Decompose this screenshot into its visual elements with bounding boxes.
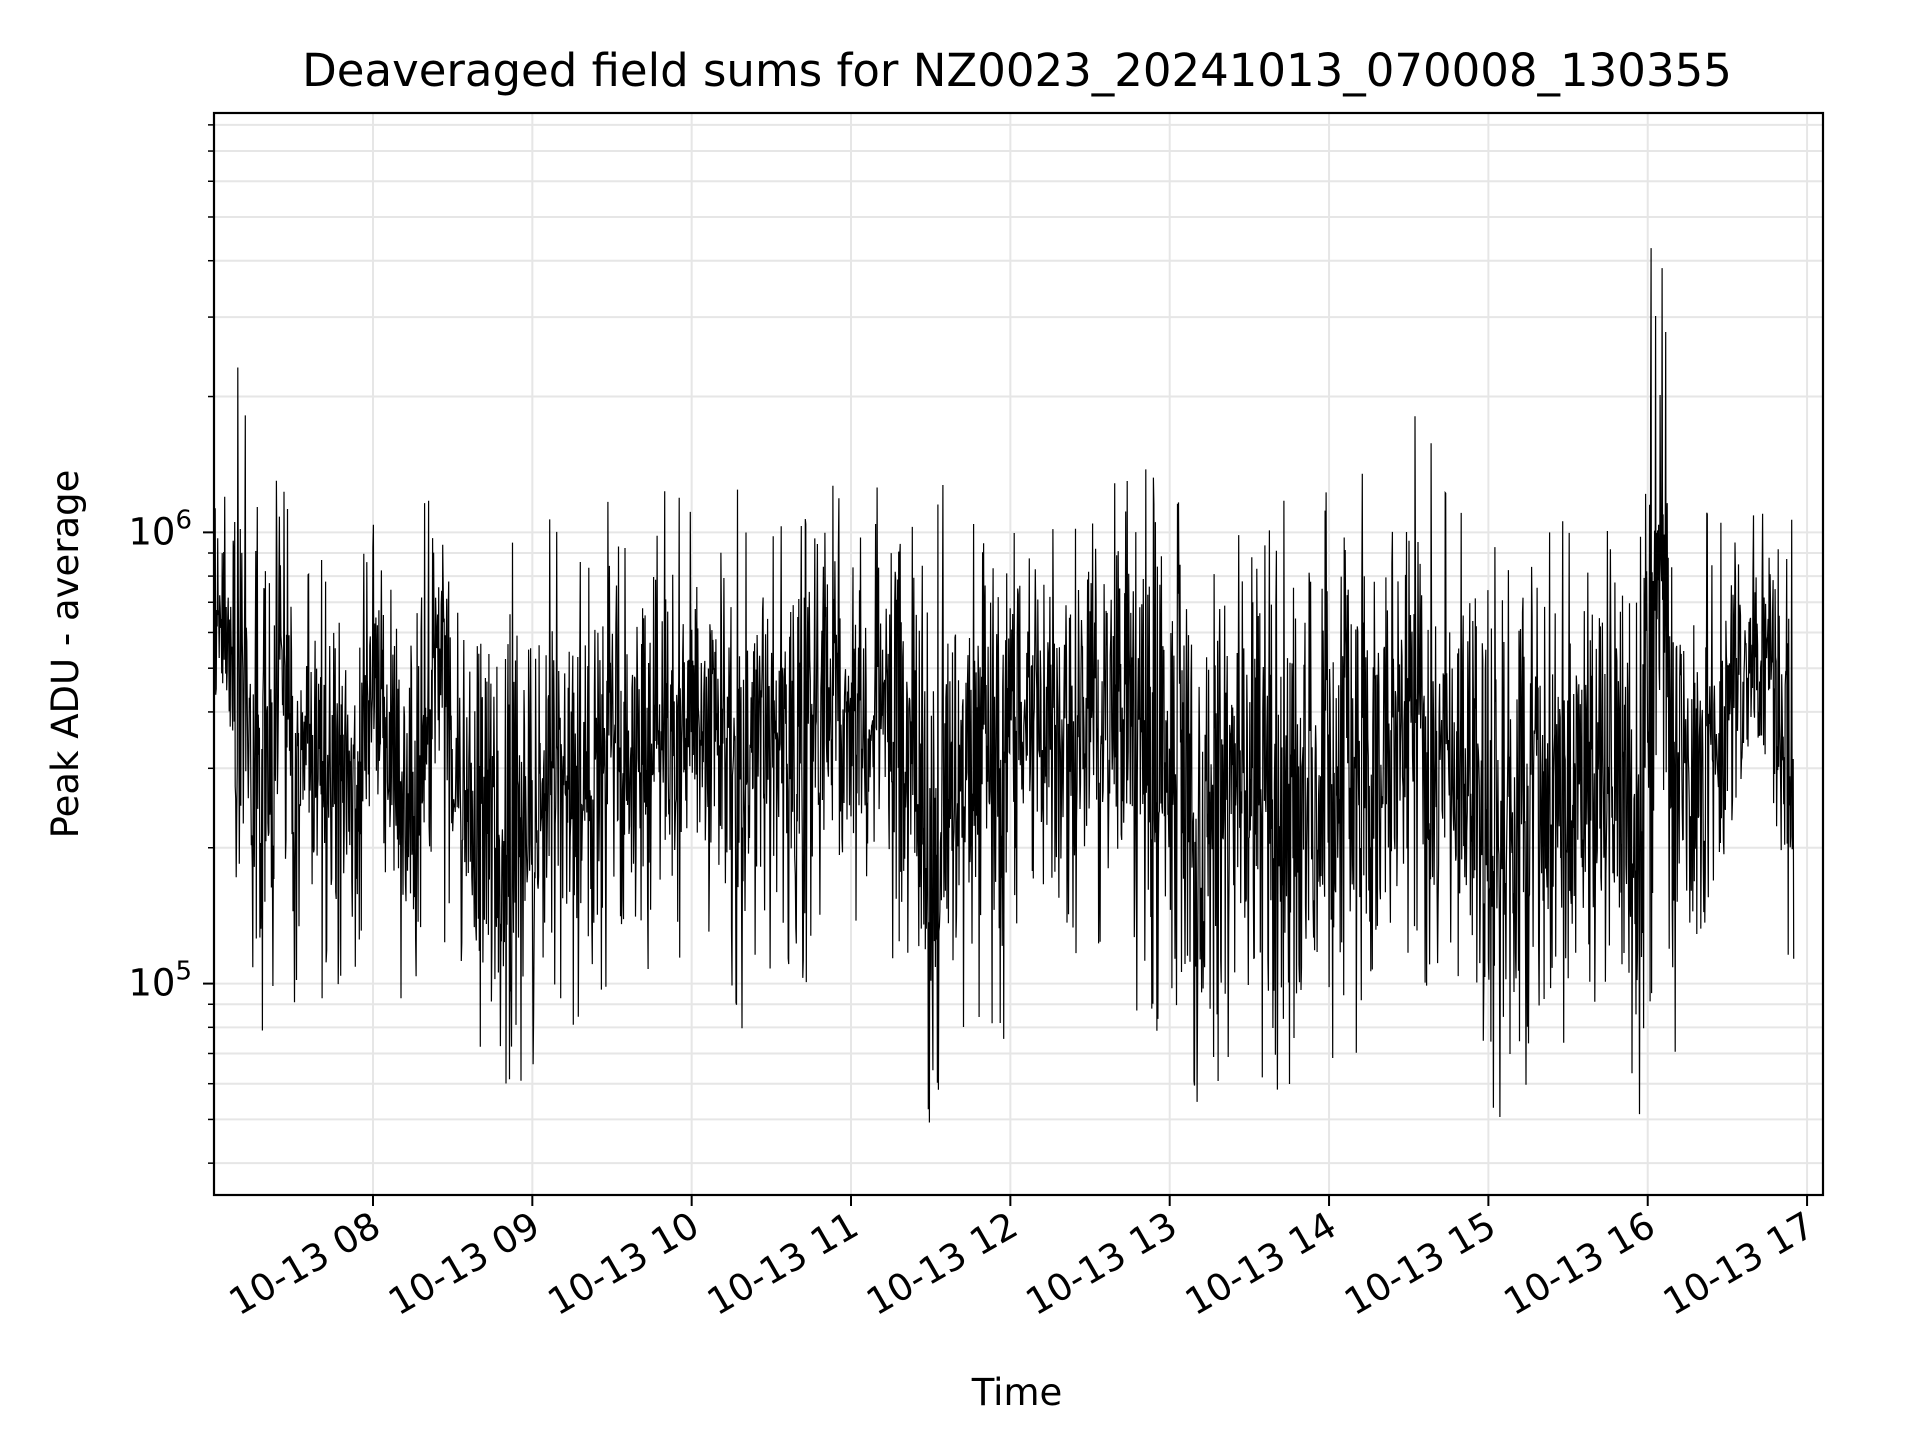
y-axis: 105 106 [128, 124, 214, 1164]
y-axis-label: Peak ADU - average [44, 470, 87, 839]
plot-frame [212, 111, 1825, 1197]
y-tick-label: 105 [128, 957, 192, 1005]
data-series [213, 248, 1795, 1123]
chart-title: Deaveraged field sums for NZ0023_2024101… [302, 44, 1732, 97]
x-axis-label: Time [971, 1371, 1063, 1414]
series-line [213, 248, 1795, 1123]
y-tick-label: 106 [128, 505, 192, 553]
